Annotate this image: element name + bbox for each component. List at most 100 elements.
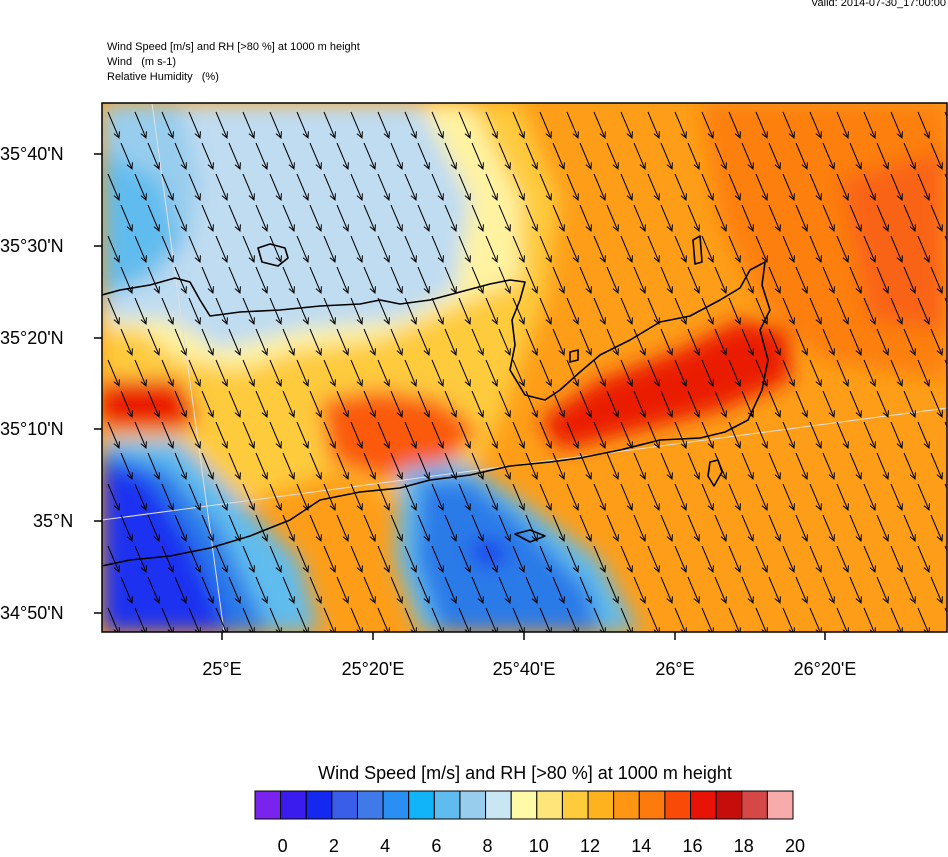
wind-arrow [485,421,498,450]
wind-arrow [755,111,768,140]
wind-arrow [188,297,201,326]
wind-arrow [228,266,241,295]
wind-arrow [863,173,876,202]
colorbar-swatch [690,790,717,820]
wind-arrow [120,142,133,171]
wind-arrow [431,483,444,512]
colorbar-swatch [613,790,640,820]
wind-arrow [593,607,606,632]
wind-arrow [674,111,687,140]
wind-arrow [728,545,741,574]
wind-arrow [485,483,498,512]
wind-arrow [512,235,525,264]
wind-arrow [863,483,876,512]
wind-arrow [525,142,538,171]
wind-arrow [458,483,471,512]
wind-arrow [917,607,930,632]
wind-arrow [849,390,862,419]
wind-arrow [566,545,579,574]
wind-arrow [471,328,484,357]
wind-arrow [296,421,309,450]
colorbar-swatch [305,790,333,820]
wind-arrow [714,328,727,357]
wind-arrow [201,328,214,357]
wind-arrow [417,266,430,295]
wind-arrow [377,421,390,450]
wind-arrow [147,266,160,295]
wind-arrow [309,390,322,419]
wind-arrow [606,514,619,543]
wind-arrow [242,173,255,202]
wind-arrow [161,607,174,632]
wind-arrow [323,297,336,326]
wind-arrow [498,142,511,171]
wind-arrow [903,142,916,171]
wind-arrow [863,421,876,450]
wind-arrow [201,142,214,171]
wind-arrow [498,328,511,357]
wind-arrow [147,514,160,543]
wind-arrow [674,235,687,264]
wind-arrow [687,514,700,543]
wind-arrow [728,173,741,202]
wind-arrow [107,483,120,512]
wind-arrow [593,483,606,512]
wind-arrow [404,483,417,512]
wind-arrow [444,204,457,233]
wind-arrow [309,204,322,233]
lon-label-2: 25°40'E [493,659,556,679]
wind-arrow [471,142,484,171]
wind-arrow [255,204,268,233]
wind-arrow [134,607,147,632]
wind-arrow [714,142,727,171]
wind-arrow [242,235,255,264]
wind-arrow [363,576,376,605]
wind-arrow [444,266,457,295]
wind-arrow [363,390,376,419]
wind-arrow [174,390,187,419]
wind-arrow [876,514,889,543]
wind-arrow [134,111,147,140]
wind-arrow [336,142,349,171]
wind-arrow [269,483,282,512]
wind-arrow [282,452,295,481]
wind-arrow [458,545,471,574]
wind-arrow [458,173,471,202]
wind-arrow [120,390,133,419]
wind-arrow [566,111,579,140]
wind-arrow [282,328,295,357]
wind-arrow [795,266,808,295]
wind-arrow [134,235,147,264]
wind-arrow [647,173,660,202]
wind-arrow [741,452,754,481]
wind-arrow [579,142,592,171]
wind-arrow [930,328,943,357]
wind-arrow [701,421,714,450]
wind-arrow [255,452,268,481]
wind-arrow [215,297,228,326]
colorbar-label: 18 [733,836,754,856]
wind-arrow [539,359,552,388]
wind-arrow [768,266,781,295]
wind-arrow [269,359,282,388]
wind-arrow [674,359,687,388]
wind-arrow [822,328,835,357]
wind-arrow [228,204,241,233]
wind-arrow [539,173,552,202]
wind-arrow [107,421,120,450]
wind-arrow [377,111,390,140]
wind-arrow [215,483,228,512]
wind-arrow [593,421,606,450]
wind-arrow [363,204,376,233]
wind-arrow [242,607,255,632]
wind-arrow [161,173,174,202]
colorbar-swatch [664,790,692,820]
wind-arrow [633,452,646,481]
wind-arrow [282,390,295,419]
wind-arrow [242,111,255,140]
wind-arrow [917,297,930,326]
wind-arrow [350,607,363,632]
wind-arrow [390,204,403,233]
colorbar-swatch [459,790,487,820]
wind-arrow [930,266,943,295]
